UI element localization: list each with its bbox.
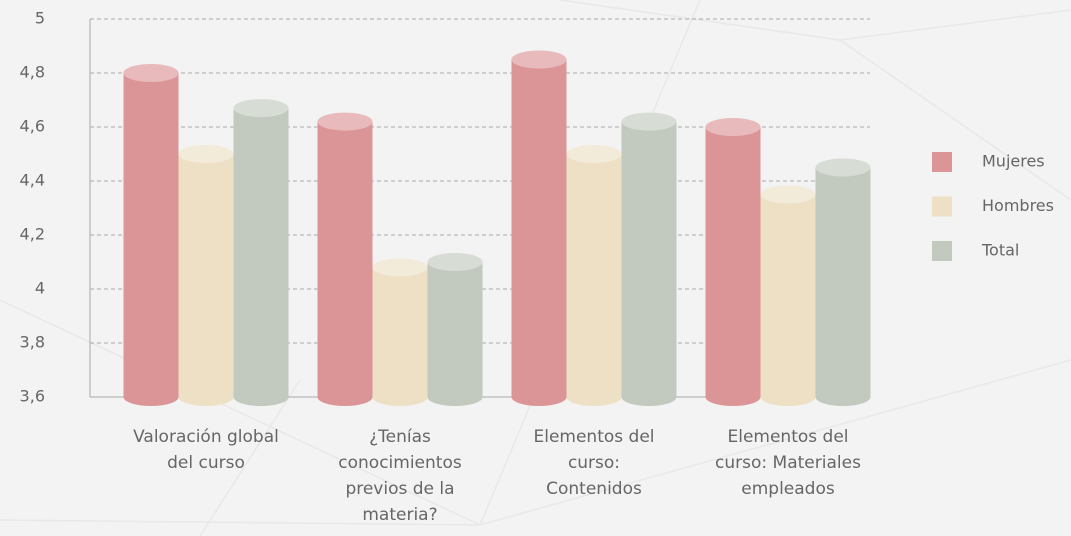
x-tick-label: Elementos del curso: Contenidos [533, 427, 655, 499]
bar-top [815, 158, 871, 177]
bar-top [566, 145, 622, 163]
bar [815, 167, 871, 397]
bar [372, 267, 428, 397]
x-tick-label: Elementos del curso: Materiales empleado… [715, 427, 861, 499]
bar-top [705, 118, 761, 136]
legend-swatch [932, 152, 952, 172]
bar [566, 154, 622, 397]
bar [178, 154, 234, 397]
y-tick-label: 4,8 [20, 63, 45, 82]
bar [233, 108, 289, 397]
x-tick-label: ¿Tenías conocimientos previos de la mate… [338, 427, 462, 525]
bar [621, 121, 677, 397]
legend-swatch [932, 241, 952, 261]
bar-top [372, 258, 428, 277]
y-tick-label: 5 [35, 9, 45, 28]
legend-label: Total [981, 241, 1019, 260]
bar-top [123, 64, 179, 82]
x-tick-label: Valoración global del curso [133, 427, 279, 473]
bar-top [233, 99, 289, 118]
legend-label: Hombres [982, 196, 1054, 215]
y-tick-label: 4,6 [20, 117, 45, 136]
bar [427, 262, 483, 397]
y-tick-label: 4,2 [20, 225, 45, 244]
legend-swatch [932, 196, 952, 217]
bar [123, 73, 179, 397]
bar [317, 121, 373, 397]
bar [705, 127, 761, 397]
y-tick-label: 4,4 [20, 171, 45, 190]
bar-top [427, 253, 483, 271]
y-tick-label: 3,6 [20, 387, 45, 406]
legend-label: Mujeres [982, 152, 1045, 171]
bar [511, 59, 567, 397]
bar-top [621, 112, 677, 131]
bar [760, 194, 816, 397]
y-tick-label: 3,8 [20, 333, 45, 352]
bar-top [178, 145, 234, 163]
bar-top [511, 50, 567, 69]
bar-top [317, 112, 373, 131]
bar-top [760, 185, 816, 204]
y-tick-label: 4 [35, 279, 45, 298]
